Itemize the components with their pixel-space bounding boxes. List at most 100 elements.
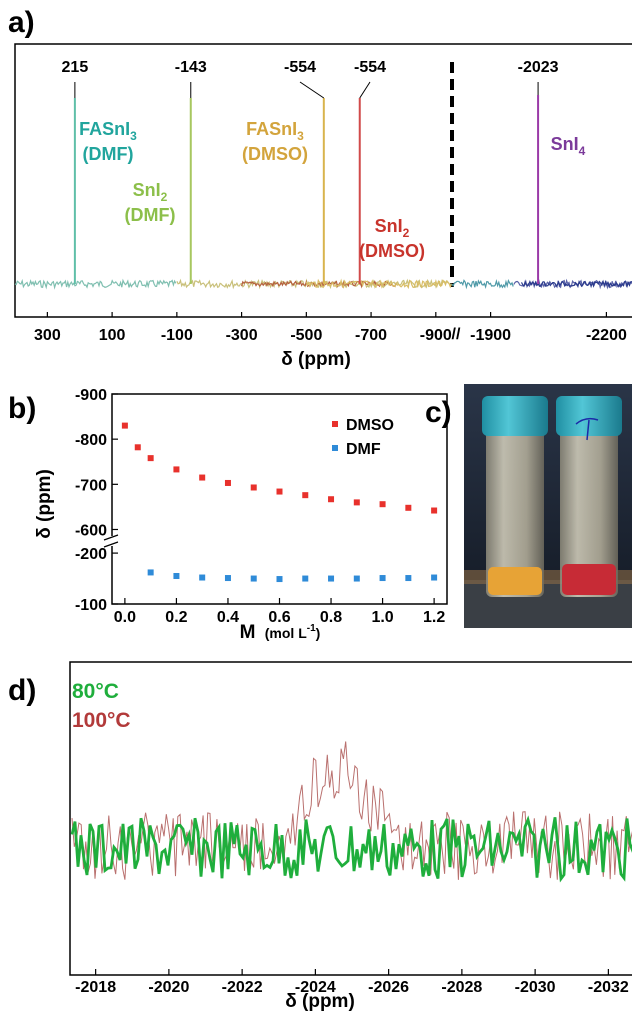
panel-b-point-dmf bbox=[302, 575, 309, 582]
panel-d-x-tick-label: -2018 bbox=[75, 979, 116, 996]
panel-a-species-name: FASnI bbox=[246, 119, 297, 139]
panel-b-y-axis-title: δ (ppm) bbox=[34, 469, 55, 539]
panel-b-y-tick-label: -100 bbox=[75, 597, 107, 614]
panel-b-point-dmf bbox=[147, 569, 154, 576]
panel-a-species-label: SnI2 bbox=[133, 180, 168, 204]
trace-100c bbox=[71, 741, 632, 880]
panel-b-point-dmso bbox=[173, 466, 180, 473]
panel-b-point-dmf bbox=[405, 575, 412, 582]
panel-a-peaks: 215 -143 -554 -554 -2023FASnI3(DMF)SnI2(DMF)… bbox=[14, 59, 632, 290]
panel-b-point-dmf bbox=[379, 575, 386, 582]
panel-b-y-tick-label: -900 bbox=[75, 387, 107, 404]
panel-d-x-tick-label: -2024 bbox=[295, 979, 336, 996]
panel-b: b) 0.0 0.2 0.4 0.6 0.8 1.0 1.2 -900 -800 -700 -600… bbox=[8, 387, 448, 643]
panel-b-x-tick-label: 1.0 bbox=[371, 609, 393, 626]
panel-a-peak-connector bbox=[299, 81, 325, 99]
panel-b-point-dmso bbox=[302, 492, 309, 499]
panel-a-letter: a) bbox=[8, 6, 35, 39]
panel-b-point-dmso bbox=[328, 496, 335, 503]
panel-b-x-tick-label: 0.0 bbox=[114, 609, 136, 626]
panel-b-point-dmso bbox=[276, 488, 283, 495]
panel-d-x-axis-title: δ (ppm) bbox=[285, 991, 355, 1012]
panel-d-x-tick-label: -2032 bbox=[588, 979, 629, 996]
panel-a-x-tick-label: 300 bbox=[34, 327, 61, 344]
panel-b-point-dmso bbox=[405, 504, 412, 511]
panel-b-point-dmso bbox=[121, 422, 128, 429]
vials-photo bbox=[464, 384, 632, 628]
panel-b-y-tick-label: -600 bbox=[75, 522, 107, 539]
panel-b-point-dmso bbox=[147, 455, 154, 462]
panel-d-letter: d) bbox=[8, 674, 36, 707]
panel-a-species-solvent: (DMSO) bbox=[359, 241, 425, 261]
panel-a-species-label: FASnI3 bbox=[246, 119, 304, 143]
panel-a-frame bbox=[14, 43, 632, 318]
panel-a-species-solvent: (DMSO) bbox=[242, 144, 308, 164]
panel-b-x-tick-label: 0.6 bbox=[268, 609, 290, 626]
panel-a-baseline bbox=[520, 279, 632, 289]
panel-b-y-tick-label: -200 bbox=[75, 546, 107, 563]
panel-d: d) -2018 -2020 -2022 -2024 -2026 -2028 -2030 -2… bbox=[8, 661, 632, 1012]
panel-a-x-tick-label: -1900 bbox=[470, 327, 511, 344]
panel-d-x-tick-label: -2028 bbox=[441, 979, 482, 996]
legend-100c: 100°C bbox=[72, 709, 131, 732]
panel-a-break-marker: // bbox=[452, 326, 461, 343]
panel-b-point-dmf bbox=[353, 575, 360, 582]
panel-a-species-name: SnI bbox=[375, 216, 403, 236]
panel-b-axis-break-gap bbox=[104, 536, 120, 546]
panel-a-x-tick-label: 100 bbox=[99, 327, 126, 344]
panel-b-point-dmso bbox=[134, 444, 141, 451]
panel-d-x-ticks: -2018 -2020 -2022 -2024 -2026 -2028 -2030 -2032 bbox=[75, 969, 629, 996]
panel-b-point-dmf bbox=[431, 574, 438, 581]
panel-a-species-name: SnI bbox=[133, 180, 161, 200]
legend-80c: 80°C bbox=[72, 680, 119, 703]
trace-80c bbox=[70, 815, 632, 883]
panel-a-species-name: SnI bbox=[551, 134, 579, 154]
panel-a-peak-connector bbox=[359, 81, 371, 99]
panel-a-x-tick-label: -700 bbox=[355, 327, 387, 344]
panel-a-x-ticks: 300 100 -100 -300 -500 -700 -900 -1900 -2200 bbox=[34, 312, 627, 344]
panel-a-peak-position-label: -554 bbox=[284, 59, 316, 76]
panel-d-frame bbox=[69, 661, 632, 976]
panel-b-point-dmf bbox=[276, 576, 283, 583]
panel-a-species-solvent: (DMF) bbox=[83, 144, 134, 164]
vial-left bbox=[486, 429, 544, 597]
panel-b-x-tick-label: 1.2 bbox=[423, 609, 445, 626]
panel-b-x-axis-symbol: M bbox=[240, 622, 256, 643]
panel-b-point-dmso bbox=[250, 484, 257, 491]
panel-b-x-axis-title: M (mol L-1) bbox=[240, 622, 321, 643]
panel-b-point-dmf bbox=[173, 573, 180, 579]
panel-b-y-tick-label: -800 bbox=[75, 432, 107, 449]
panel-a-peak-position-label: -554 bbox=[354, 59, 386, 76]
panel-a-species-subscript: 3 bbox=[297, 129, 304, 143]
panel-a-species-subscript: 4 bbox=[579, 144, 586, 158]
panel-a-baseline bbox=[305, 278, 453, 290]
panel-b-axis-break bbox=[103, 534, 119, 548]
panel-b-point-dmso bbox=[224, 479, 231, 486]
panel-c: c) bbox=[425, 396, 452, 429]
vial-right-cap bbox=[556, 396, 622, 436]
panel-b-point-dmso bbox=[199, 474, 206, 481]
panel-b-ticks: 0.0 0.2 0.4 0.6 0.8 1.0 1.2 -900 -800 -700 -600 -20… bbox=[75, 387, 445, 626]
panel-b-point-dmf bbox=[199, 574, 206, 581]
panel-a-x-tick-label: -300 bbox=[226, 327, 258, 344]
panel-a-species-subscript: 2 bbox=[161, 190, 168, 204]
panel-a-peak-position-label: 215 bbox=[62, 59, 89, 76]
panel-b-frame bbox=[111, 393, 448, 605]
panel-a-species-solvent: (DMF) bbox=[125, 205, 176, 225]
panel-b-x-axis-unit: (mol L bbox=[265, 625, 307, 641]
panel-b-legend-label: DMF bbox=[346, 441, 381, 458]
panel-a-species-name: FASnI bbox=[79, 119, 130, 139]
panel-a-species-subscript: 2 bbox=[403, 226, 410, 240]
panel-d-x-tick-label: -2022 bbox=[222, 979, 263, 996]
vial-left-liquid bbox=[488, 567, 542, 595]
panel-b-legend-label: DMSO bbox=[346, 417, 394, 434]
vial-left-cap bbox=[482, 396, 548, 436]
panel-a-baseline bbox=[451, 278, 514, 290]
panel-b-points bbox=[121, 422, 438, 583]
panel-b-point-dmso bbox=[379, 501, 386, 508]
panel-d-x-tick-label: -2020 bbox=[148, 979, 189, 996]
vial-right bbox=[560, 429, 618, 597]
panel-b-legend: DMSO DMF bbox=[332, 417, 394, 458]
panel-d-x-tick-label: -2026 bbox=[368, 979, 409, 996]
panel-d-x-tick-label: -2030 bbox=[515, 979, 556, 996]
